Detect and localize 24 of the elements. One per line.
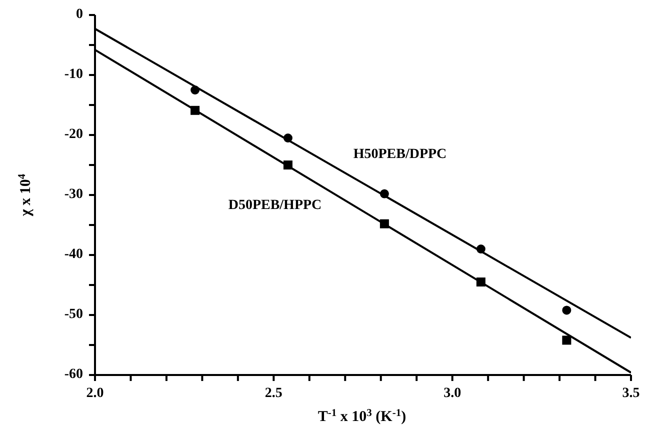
point xyxy=(562,306,572,315)
point xyxy=(190,106,200,115)
y-tick-label: -30 xyxy=(64,187,83,202)
y-tick-label: -40 xyxy=(64,247,83,262)
y-tick-label: -50 xyxy=(64,307,83,322)
x-tick-label: 3.5 xyxy=(622,386,640,401)
y-tick-label: -60 xyxy=(64,367,83,382)
x-axis-title: T$^{-1}$ x 10$^{3}$ (K$^{-1}$) xyxy=(318,408,406,425)
y-tick-label: -20 xyxy=(64,127,83,142)
point xyxy=(380,219,389,228)
y-tick-label: 0 xyxy=(76,7,83,22)
point xyxy=(476,278,486,286)
x-tick-label: 2.0 xyxy=(86,386,104,401)
point xyxy=(283,134,292,142)
point xyxy=(476,244,486,254)
point xyxy=(190,86,200,94)
x-tick-label: 2.5 xyxy=(264,386,282,401)
x-tick-label: 3.0 xyxy=(444,386,462,401)
y-tick-label: -10 xyxy=(64,67,83,82)
point xyxy=(380,189,389,198)
point xyxy=(562,336,572,345)
annotation: H50PEB/DPPC xyxy=(353,147,447,162)
annotation: D50PEB/HPPC xyxy=(228,198,322,214)
point xyxy=(283,160,292,170)
